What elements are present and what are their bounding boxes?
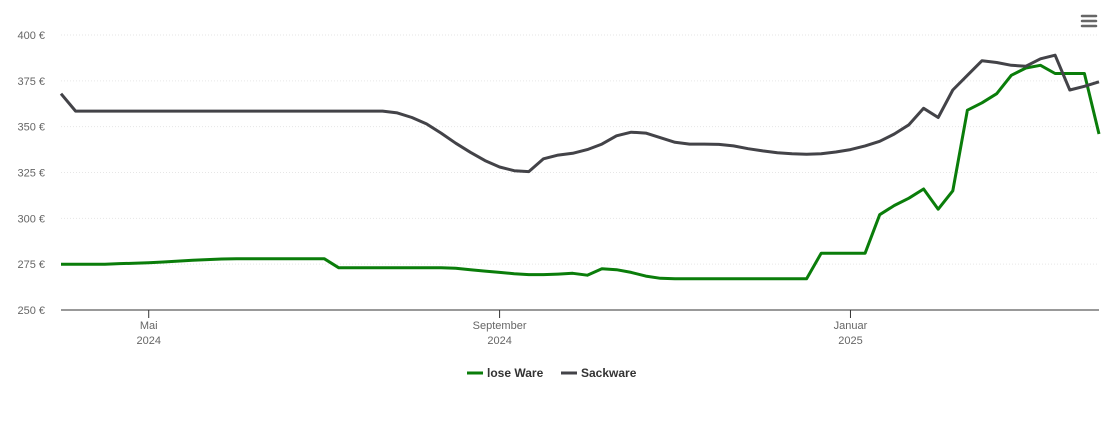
y-tick-label: 350 € [17,122,45,134]
legend-label: Sackware [581,366,637,380]
menu-icon[interactable] [1080,14,1098,28]
x-tick-label: 2024 [136,335,160,347]
x-tick-label: Mai [140,320,158,332]
y-tick-label: 325 € [17,168,45,180]
y-tick-label: 400 € [17,30,45,42]
y-tick-label: 250 € [17,305,45,317]
y-tick-label: 375 € [17,76,45,88]
x-tick-label: September [473,320,527,332]
y-tick-label: 300 € [17,213,45,225]
legend-label: lose Ware [487,366,544,380]
series-line [59,53,1100,174]
series-line [61,63,1101,281]
y-tick-label: 275 € [17,259,45,271]
legend-item[interactable]: lose Ware [467,366,544,380]
x-tick-label: Januar [834,320,868,332]
x-tick-label: 2024 [487,335,511,347]
legend-item[interactable]: Sackware [561,366,637,380]
x-tick-label: 2025 [838,335,862,347]
